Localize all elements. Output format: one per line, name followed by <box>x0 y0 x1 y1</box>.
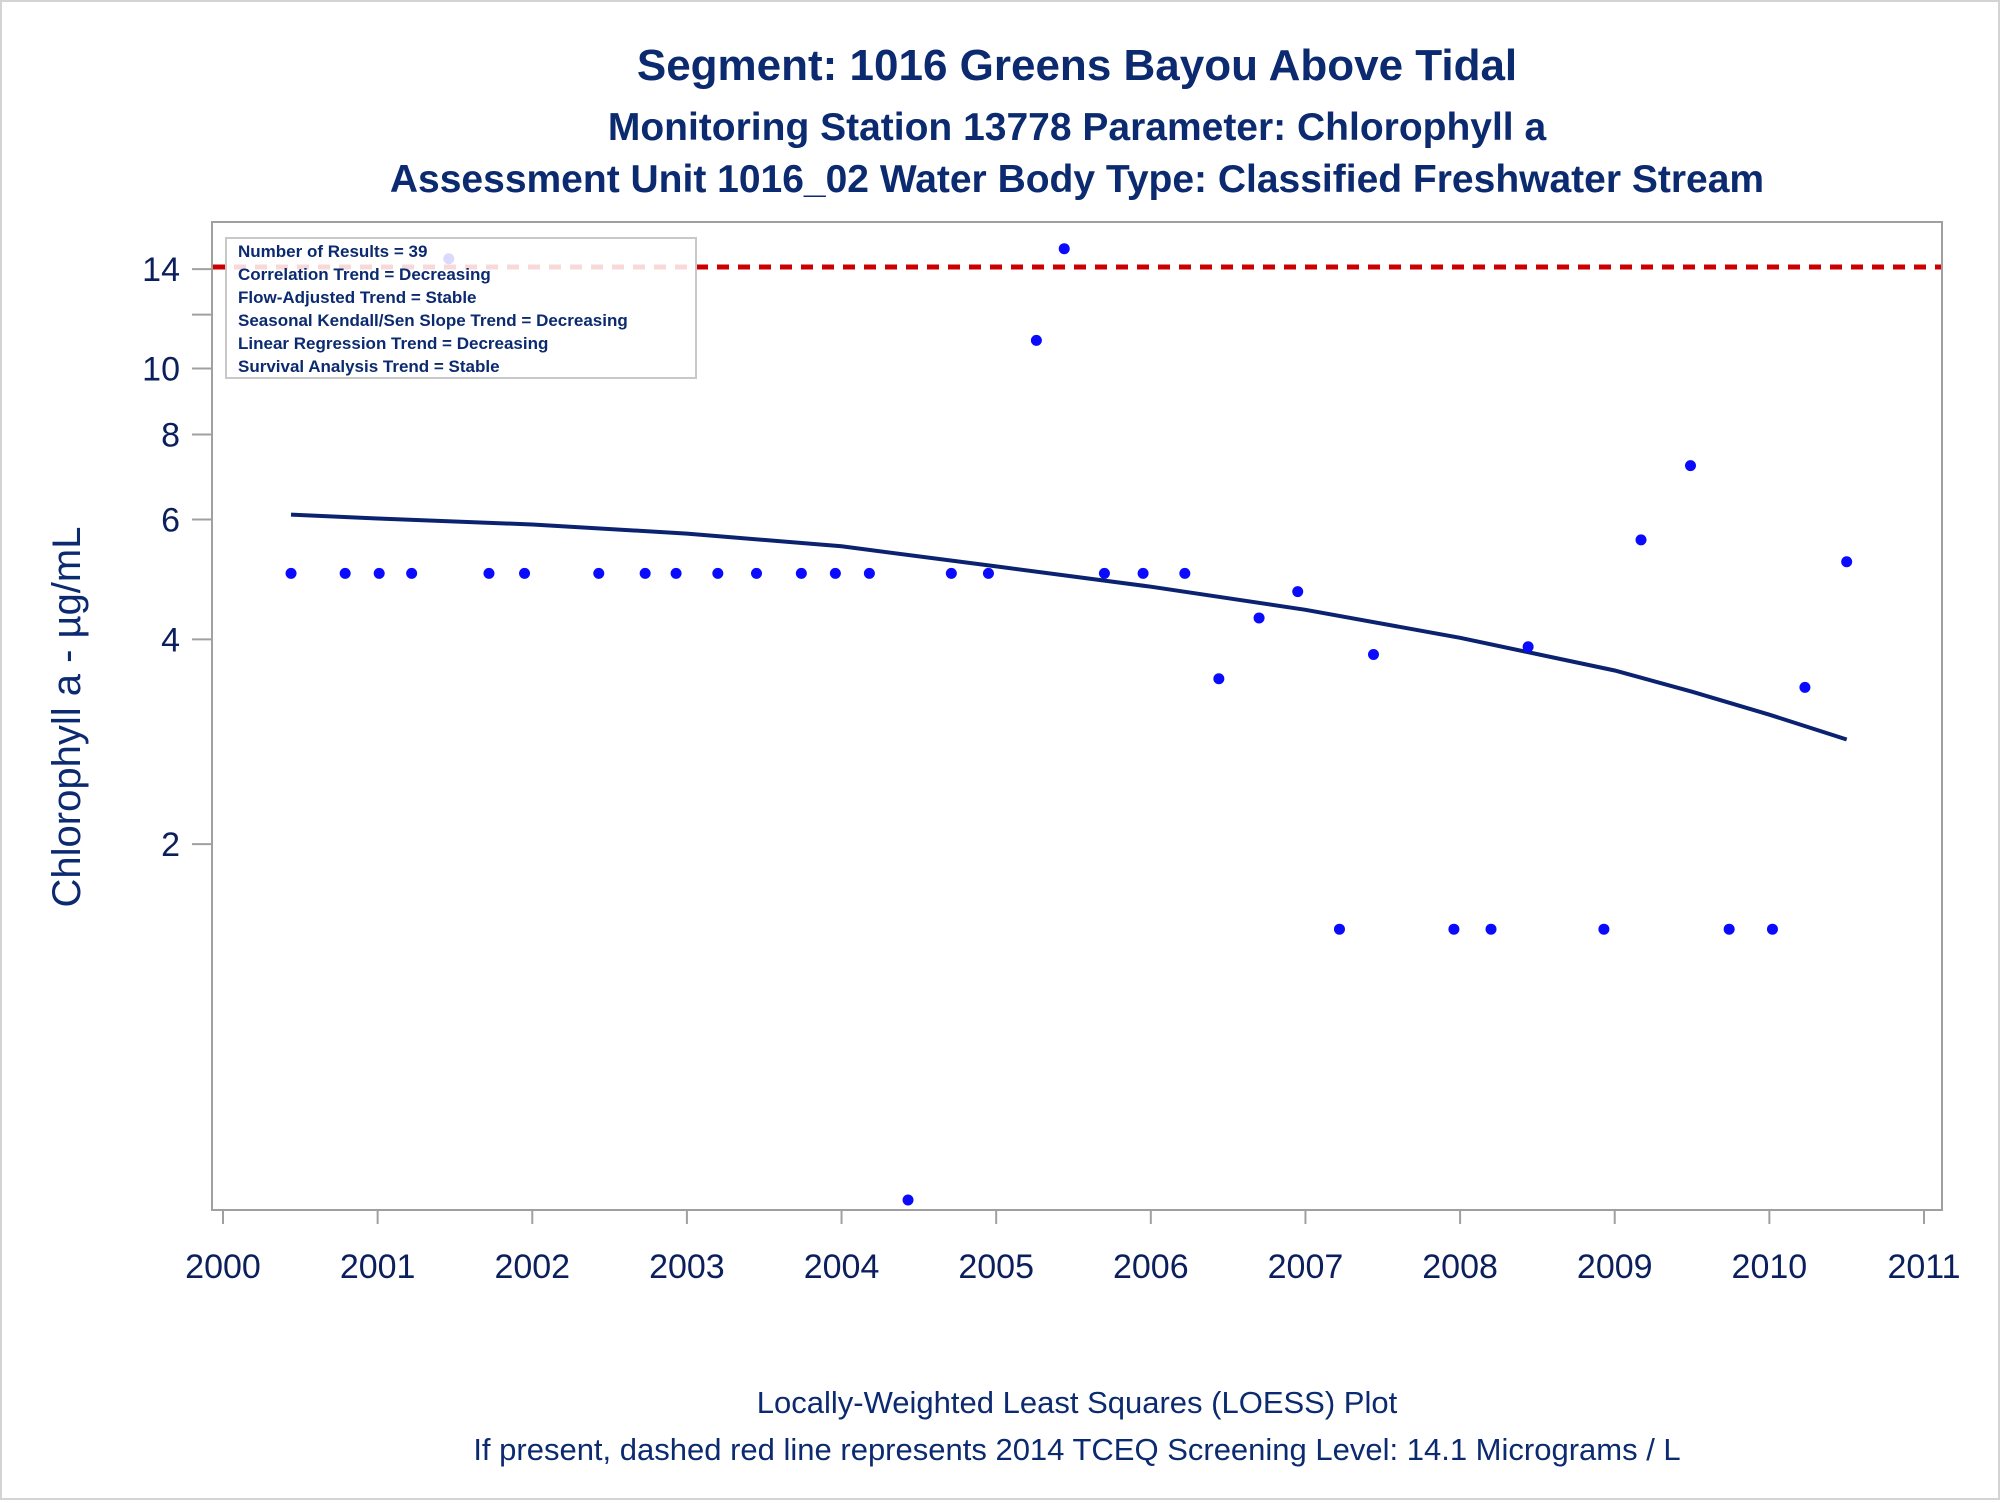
data-point <box>1179 567 1191 579</box>
data-point <box>483 567 495 579</box>
data-point <box>902 1194 914 1206</box>
data-point <box>1213 673 1225 685</box>
x-tick-label: 2005 <box>958 1248 1034 1286</box>
data-point <box>1333 923 1345 935</box>
data-point <box>1098 567 1110 579</box>
data-point <box>593 567 605 579</box>
x-tick-label: 2009 <box>1577 1248 1653 1286</box>
data-point <box>339 567 351 579</box>
stats-box-line: Seasonal Kendall/Sen Slope Trend = Decre… <box>238 311 628 330</box>
data-point <box>1137 567 1149 579</box>
x-tick-label: 2003 <box>649 1248 725 1286</box>
y-tick-label: 2 <box>161 826 180 864</box>
data-point <box>1030 334 1042 346</box>
stats-box-lines: Number of Results = 39 Correlation Trend … <box>238 242 628 376</box>
loess-line <box>290 512 1848 742</box>
data-point <box>829 567 841 579</box>
chart-subtitle: Monitoring Station 13778 Parameter: Chlo… <box>608 106 1547 149</box>
x-tick-label: 2000 <box>185 1248 261 1286</box>
data-point <box>1522 641 1534 653</box>
x-tick-label: 2002 <box>494 1248 570 1286</box>
data-point <box>1841 556 1853 568</box>
x-tick-label: 2001 <box>340 1248 416 1286</box>
y-tick-label: 8 <box>161 416 180 454</box>
data-point <box>1598 923 1610 935</box>
x-tick-label: 2008 <box>1422 1248 1498 1286</box>
x-tick-label: 2004 <box>804 1248 880 1286</box>
stats-box-line: Survival Analysis Trend = Stable <box>238 357 500 376</box>
y-tick-label: 10 <box>142 351 180 389</box>
data-point <box>519 567 531 579</box>
data-point <box>712 567 724 579</box>
data-point <box>945 567 957 579</box>
data-point <box>1766 923 1778 935</box>
chart-title: Segment: 1016 Greens Bayou Above Tidal <box>637 41 1517 90</box>
footnote-2: If present, dashed red line represents 2… <box>473 1432 1680 1467</box>
x-tick-label: 2006 <box>1113 1248 1189 1286</box>
stats-box <box>225 237 697 379</box>
data-point <box>1448 923 1460 935</box>
stats-box-line: Correlation Trend = Decreasing <box>238 265 491 284</box>
y-tick-label: 4 <box>161 621 180 659</box>
y-tick-label: 14 <box>142 251 180 289</box>
y-axis-label: Chlorophyll a - µg/mL <box>45 527 89 908</box>
data-point <box>670 567 682 579</box>
data-point <box>285 567 297 579</box>
data-point <box>1799 681 1811 693</box>
data-point <box>639 567 651 579</box>
footnote-1: Locally-Weighted Least Squares (LOESS) P… <box>757 1385 1398 1420</box>
data-point <box>1292 586 1304 598</box>
x-tick-label: 2007 <box>1268 1248 1344 1286</box>
data-point <box>1723 923 1735 935</box>
data-point <box>1684 460 1696 472</box>
data-point <box>373 567 385 579</box>
stats-box-line: Linear Regression Trend = Decreasing <box>238 334 548 353</box>
stats-box-line: Number of Results = 39 <box>238 242 427 261</box>
data-point <box>1635 534 1647 546</box>
data-point <box>1058 243 1070 255</box>
data-points <box>285 243 1853 1206</box>
data-point <box>795 567 807 579</box>
chart-subtitle-2: Assessment Unit 1016_02 Water Body Type:… <box>390 158 1764 201</box>
data-point <box>1367 648 1379 660</box>
plot-area <box>211 221 1943 1211</box>
data-point <box>406 567 418 579</box>
data-point <box>1253 612 1265 624</box>
data-point <box>982 567 994 579</box>
x-tick-label: 2011 <box>1887 1248 1960 1286</box>
loess-curve-group <box>290 512 1848 742</box>
y-tick-label: 6 <box>161 501 180 539</box>
data-point <box>750 567 762 579</box>
data-point <box>1485 923 1497 935</box>
x-axis: 2000 2001 2002 2003 2004 2005 2006 2007 2008 2009… <box>185 1210 1961 1286</box>
y-axis: 2 4 6 8 10 14 <box>142 251 212 864</box>
stats-box-line: Flow-Adjusted Trend = Stable <box>238 288 477 307</box>
x-tick-label: 2010 <box>1732 1248 1808 1286</box>
data-point <box>863 567 875 579</box>
